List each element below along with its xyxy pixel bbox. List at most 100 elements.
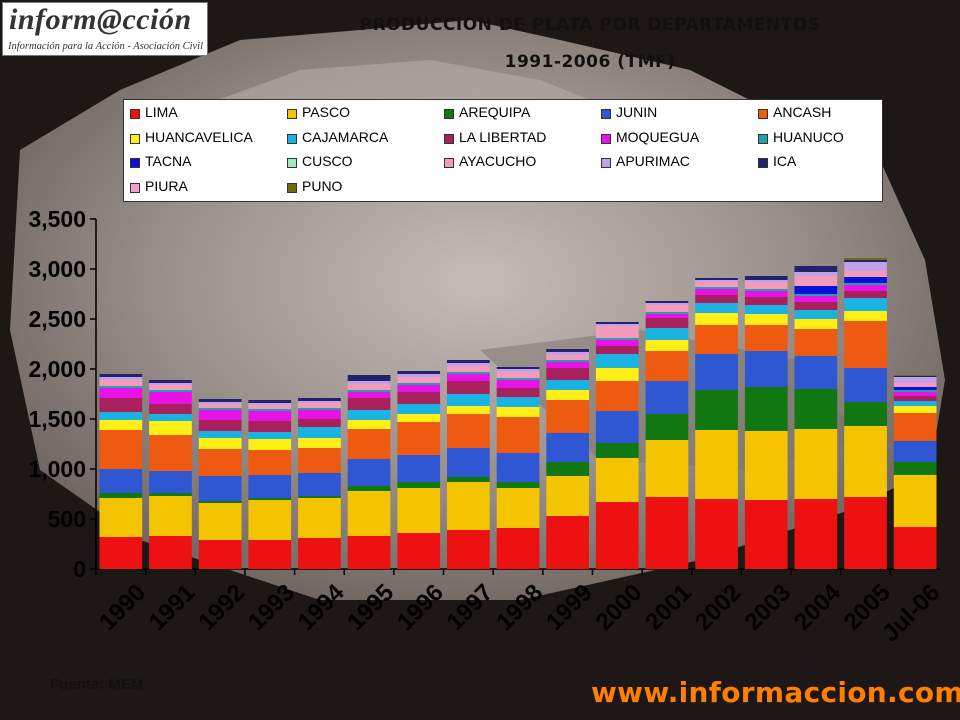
bar-segment xyxy=(595,324,639,326)
chart-title: PRODUCCION DE PLATA POR DEPARTAMENTOS xyxy=(359,15,821,35)
bar-segment xyxy=(248,411,292,421)
bar-segment xyxy=(198,410,242,420)
bar-segment xyxy=(844,291,887,298)
y-tick-label: 500 xyxy=(48,506,86,532)
bar-segment xyxy=(99,377,143,380)
bar-segment xyxy=(149,404,192,414)
bar-segment xyxy=(347,459,391,486)
bar-segment xyxy=(298,496,341,498)
bar-segment xyxy=(844,258,887,260)
bar-segment xyxy=(546,380,589,390)
bar-segment xyxy=(198,399,242,402)
bar-segment xyxy=(347,491,391,536)
bar-segment xyxy=(595,458,639,502)
bar-segment xyxy=(844,285,887,291)
bar-segment xyxy=(546,476,589,516)
bar-segment xyxy=(595,338,639,340)
bar-segment xyxy=(347,390,391,392)
bar-segment xyxy=(347,486,391,491)
bar-segment xyxy=(893,475,937,527)
bar-segment xyxy=(645,440,689,497)
x-tick-label: 2001 xyxy=(640,579,697,636)
bar-segment xyxy=(794,276,838,286)
bar-segment xyxy=(99,386,143,388)
bar-segment xyxy=(744,282,788,289)
bar-segment xyxy=(298,538,341,569)
legend-swatch xyxy=(130,158,140,168)
bar-segment xyxy=(546,462,589,476)
bar-segment xyxy=(298,410,341,419)
source-note: Fuente: MEM xyxy=(50,676,144,693)
bar-segment xyxy=(99,430,143,469)
bar-segment xyxy=(645,303,689,305)
bar-segment xyxy=(496,407,540,417)
bar-segment xyxy=(496,378,540,380)
bar-segment xyxy=(893,406,937,413)
bar-segment xyxy=(744,387,788,431)
bar-segment xyxy=(893,401,937,406)
legend-swatch xyxy=(130,109,140,119)
bar-segment xyxy=(695,287,738,289)
bar-segment xyxy=(198,540,242,569)
bar-segment xyxy=(844,271,887,277)
bar-segment xyxy=(893,413,937,441)
x-tick-label: 1999 xyxy=(541,579,598,636)
bar-segment xyxy=(198,503,242,540)
bar-segment xyxy=(695,390,738,430)
legend-swatch xyxy=(287,133,297,144)
bar-segment xyxy=(645,497,689,569)
logo-wordmark: inform@cción xyxy=(9,3,192,36)
bar-segment xyxy=(744,431,788,500)
bar-segment xyxy=(546,390,589,400)
bar-segment xyxy=(198,501,242,503)
x-tick-label: 1990 xyxy=(94,579,151,636)
bar-segment xyxy=(893,527,937,569)
bar-segment xyxy=(397,385,441,392)
bar-segment xyxy=(893,376,937,377)
bar-segment xyxy=(298,427,341,438)
bar-segment xyxy=(99,537,143,569)
bar-segment xyxy=(447,360,490,363)
bar-segment xyxy=(298,448,341,473)
bar-segment xyxy=(695,354,738,390)
x-tick-label: 1998 xyxy=(491,579,548,636)
bar-segment xyxy=(595,326,639,338)
bar-segment xyxy=(794,389,838,429)
legend-label: CAJAMARCA xyxy=(302,128,389,145)
legend-swatch xyxy=(444,133,454,144)
legend-label: LIMA xyxy=(145,104,178,120)
bar-segment xyxy=(248,500,292,540)
bar-segment xyxy=(397,414,441,422)
legend-label: PASCO xyxy=(302,104,350,120)
legend-swatch xyxy=(601,133,611,144)
bar-segment xyxy=(794,266,838,272)
bar-segment xyxy=(298,438,341,448)
bar-segment xyxy=(844,402,887,426)
y-tick-label: 3,000 xyxy=(28,256,86,282)
bar-segment xyxy=(794,296,838,302)
bar-segment xyxy=(397,422,441,455)
bar-segment xyxy=(347,375,391,381)
bar-segment xyxy=(546,400,589,433)
bar-segment xyxy=(695,289,738,295)
bar-segment xyxy=(347,398,391,410)
bar-segment xyxy=(794,302,838,310)
chart-legend: LIMA PASCO AREQUIPA JUNIN ANCASH HUANCAVELICA… xyxy=(123,99,883,202)
bar-segment xyxy=(645,312,689,314)
legend-swatch xyxy=(758,158,768,168)
bar-segment xyxy=(496,388,540,397)
legend-label: PUNO xyxy=(302,177,343,194)
bar-segment xyxy=(844,277,887,283)
bar-segment xyxy=(198,449,242,476)
bar-segment xyxy=(546,349,589,352)
bar-segment xyxy=(447,381,490,394)
bar-segment xyxy=(546,362,589,368)
bar-segment xyxy=(397,488,441,533)
bar-segment xyxy=(595,322,639,324)
bar-segment xyxy=(248,475,292,498)
bar-segment xyxy=(496,417,540,453)
bar-segment xyxy=(149,385,192,390)
bar-segment xyxy=(844,426,887,497)
bar-segment xyxy=(496,397,540,407)
bar-segment xyxy=(248,421,292,432)
